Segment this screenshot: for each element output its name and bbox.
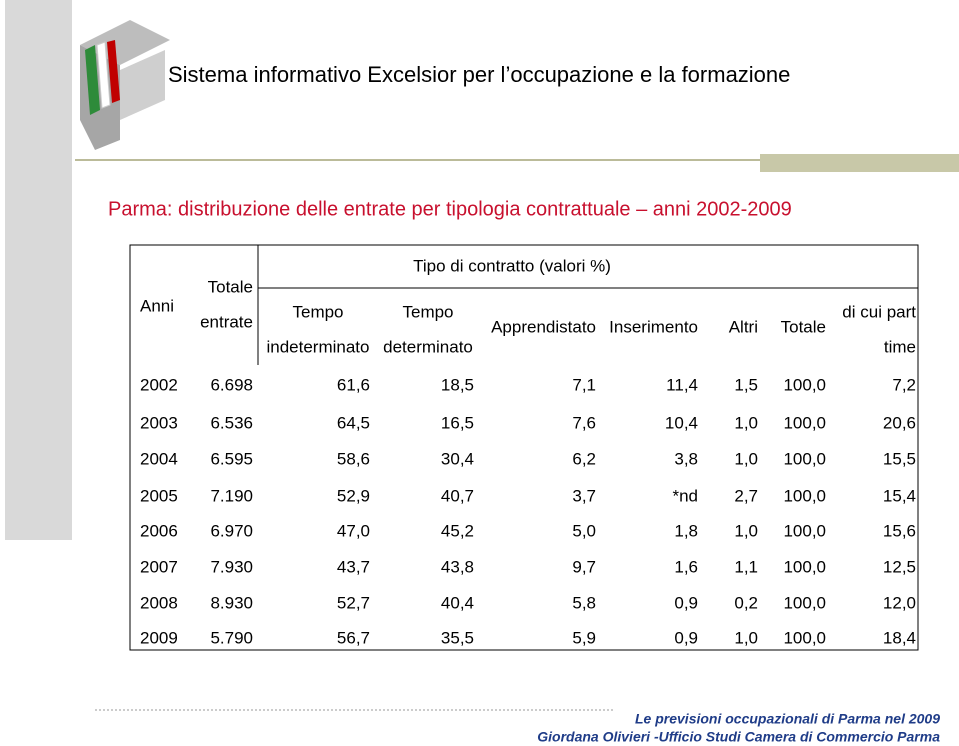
table-cell: 1,0 [734, 521, 758, 540]
table-cell: 10,4 [665, 413, 698, 432]
table-cell: 40,7 [441, 486, 474, 505]
table-frame [129, 244, 919, 651]
table-cell: 100,0 [783, 413, 826, 432]
column-header: entrate [200, 312, 253, 331]
table-cell: 5,8 [572, 593, 596, 612]
table-cell: 35,5 [441, 628, 474, 647]
table-cell: 52,7 [337, 593, 370, 612]
column-header: Totale [781, 317, 826, 336]
table-cell: 1,0 [734, 413, 758, 432]
column-header: indeterminato [266, 337, 369, 356]
table-cell: 52,9 [337, 486, 370, 505]
subtitle: Parma: distribuzione delle entrate per t… [108, 198, 792, 220]
table-cell: 1,0 [734, 628, 758, 647]
column-header: Apprendistato [491, 317, 596, 336]
table-cell: 5,9 [572, 628, 596, 647]
table-cell: 15,6 [883, 521, 916, 540]
side-bar [5, 0, 72, 540]
logo [80, 20, 170, 150]
table-cell: 100,0 [783, 449, 826, 468]
table-cell: 16,5 [441, 413, 474, 432]
table-cell: 2003 [140, 413, 178, 432]
table-cell: 100,0 [783, 593, 826, 612]
column-header: Tempo [292, 302, 343, 321]
table-cell: 43,8 [441, 557, 474, 576]
table-cell: 5,0 [572, 521, 596, 540]
table-cell: 100,0 [783, 486, 826, 505]
table-cell: 1,0 [734, 449, 758, 468]
table-cell: 2,7 [734, 486, 758, 505]
table-cell: 2005 [140, 486, 178, 505]
table-cell: 7,6 [572, 413, 596, 432]
footer-line: Le previsioni occupazionali di Parma nel… [635, 711, 940, 727]
table-cell: 18,4 [883, 628, 916, 647]
table-cell: 6.536 [210, 413, 253, 432]
table-cell: 0,9 [674, 593, 698, 612]
table-cell: 3,7 [572, 486, 596, 505]
table-cell: 6.595 [210, 449, 253, 468]
table-cell: 3,8 [674, 449, 698, 468]
table-cell: 9,7 [572, 557, 596, 576]
table-cell: 45,2 [441, 521, 474, 540]
table-cell: 15,5 [883, 449, 916, 468]
table-cell: 100,0 [783, 557, 826, 576]
table-cell: 58,6 [337, 449, 370, 468]
column-header: di cui part [842, 302, 916, 321]
table-cell: *nd [672, 486, 698, 505]
table-cell: 1,5 [734, 375, 758, 394]
table-cell: 5.790 [210, 628, 253, 647]
table-cell: 64,5 [337, 413, 370, 432]
column-header: time [884, 337, 916, 356]
table-cell: 100,0 [783, 628, 826, 647]
table-cell: 2007 [140, 557, 178, 576]
table-cell: 30,4 [441, 449, 474, 468]
table-cell: 7,2 [892, 375, 916, 394]
column-header: Tempo [402, 302, 453, 321]
table-cell: 2004 [140, 449, 178, 468]
table-cell: 2006 [140, 521, 178, 540]
table-cell: 2002 [140, 375, 178, 394]
table-cell: 1,1 [734, 557, 758, 576]
table-cell: 100,0 [783, 521, 826, 540]
table-cell: 6.698 [210, 375, 253, 394]
table-cell: 6,2 [572, 449, 596, 468]
group-header: Tipo di contratto (valori %) [413, 256, 611, 275]
table-cell: 1,8 [674, 521, 698, 540]
table-cell: 1,6 [674, 557, 698, 576]
table-cell: 20,6 [883, 413, 916, 432]
table-cell: 0,2 [734, 593, 758, 612]
table-cell: 56,7 [337, 628, 370, 647]
column-header: Totale [208, 277, 253, 296]
table-cell: 2008 [140, 593, 178, 612]
column-header: Inserimento [609, 317, 698, 336]
table-cell: 0,9 [674, 628, 698, 647]
footer-line: Giordana Olivieri -Ufficio Studi Camera … [537, 729, 940, 745]
title-band [760, 154, 959, 172]
column-header: determinato [383, 337, 473, 356]
table-cell: 7,1 [572, 375, 596, 394]
table-cell: 8.930 [210, 593, 253, 612]
table-cell: 18,5 [441, 375, 474, 394]
table-cell: 61,6 [337, 375, 370, 394]
table-cell: 7.930 [210, 557, 253, 576]
table-cell: 100,0 [783, 375, 826, 394]
column-header: Altri [729, 317, 758, 336]
table-cell: 43,7 [337, 557, 370, 576]
column-header: Anni [140, 296, 174, 315]
table-cell: 7.190 [210, 486, 253, 505]
table-cell: 11,4 [666, 375, 698, 394]
table-cell: 6.970 [210, 521, 253, 540]
table-cell: 2009 [140, 628, 178, 647]
table-cell: 15,4 [883, 486, 916, 505]
table-cell: 12,0 [883, 593, 916, 612]
table-cell: 40,4 [441, 593, 474, 612]
table-cell: 47,0 [337, 521, 370, 540]
title: Sistema informativo Excelsior per l’occu… [168, 62, 790, 87]
table-cell: 12,5 [883, 557, 916, 576]
